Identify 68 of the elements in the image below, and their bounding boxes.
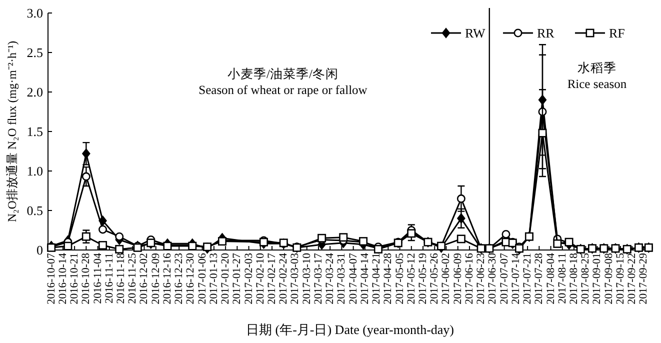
x-tick-label: 2016-10-07 [45, 252, 58, 304]
annotation: 小麦季/油菜季/冬闲 [228, 67, 338, 81]
x-tick-label: 2017-08-18 [568, 252, 580, 304]
x-tick-label: 2017-08-04 [544, 252, 557, 304]
x-tick-label: 2017-08-25 [580, 252, 592, 304]
x-tick-label: 2017-02-17 [266, 252, 278, 304]
x-tick-label: 2017-09-08 [602, 252, 615, 304]
x-tick-label: 2017-03-10 [300, 252, 313, 304]
x-tick-label: 2017-07-14 [510, 252, 522, 304]
x-tick-label: 2017-01-06 [196, 252, 208, 304]
x-tick-label: 2016-10-21 [68, 253, 81, 304]
y-axis-title: N₂O排放通量 N₂O flux (mg·m⁻²·h⁻¹) [5, 40, 19, 222]
legend-label: RR [537, 26, 555, 40]
x-tick-label: 2017-02-10 [254, 252, 266, 304]
x-tick-label: 2016-12-02 [138, 253, 150, 304]
x-tick-label: 2016-10-28 [80, 252, 92, 304]
x-tick-label: 2016-12-30 [184, 252, 197, 304]
x-tick-label: 2017-01-27 [231, 252, 244, 304]
x-tick-label: 2016-11-18 [115, 252, 128, 304]
x-tick-label: 2017-06-23 [475, 252, 488, 304]
y-tick-label: 2.5 [26, 45, 43, 60]
x-tick-label: 2017-03-31 [336, 253, 348, 304]
x-tick-label: 2017-07-28 [533, 252, 546, 304]
legend-label: RF [609, 26, 625, 40]
x-tick-label: 2017-04-21 [370, 253, 383, 304]
x-tick-label: 2017-07-07 [498, 252, 510, 304]
x-tick-label: 2017-01-13 [208, 252, 220, 304]
x-tick-label: 2016-12-09 [150, 252, 162, 304]
x-tick-label: 2016-12-16 [161, 252, 174, 304]
x-tick-label: 2017-07-21 [522, 253, 534, 304]
x-tick-label: 2017-09-15 [614, 252, 626, 304]
annotation: Season of wheat or rape or fallow [198, 83, 368, 97]
x-tick-label: 2017-09-29 [638, 252, 650, 304]
x-tick-label: 2017-06-30 [486, 252, 499, 304]
x-tick-label: 2017-04-14 [358, 252, 371, 304]
x-tick-label: 2016-11-25 [126, 252, 139, 304]
y-tick-label: 3.0 [26, 6, 43, 20]
annotation: Rice season [567, 77, 628, 91]
x-tick-label: 2017-06-16 [463, 252, 476, 304]
x-tick-label: 2017-06-09 [452, 252, 464, 304]
x-tick-label: 2017-03-17 [312, 252, 324, 304]
legend-label: RW [465, 26, 486, 40]
x-tick-label: 2017-01-20 [220, 252, 232, 304]
x-tick-label: 2017-09-22 [626, 253, 638, 304]
x-tick-label: 2017-04-28 [382, 252, 394, 304]
x-tick-label: 2017-03-03 [289, 252, 302, 304]
x-tick-label: 2017-02-03 [242, 252, 255, 304]
x-tick-label: 2017-06-02 [440, 253, 452, 304]
x-tick-label: 2016-11-11 [103, 253, 116, 304]
y-tick-label: 1.5 [26, 124, 43, 139]
x-tick-label: 2017-05-12 [405, 253, 418, 304]
x-tick-label: 2016-11-04 [92, 252, 104, 304]
x-tick-label: 2017-05-26 [428, 252, 441, 304]
y-tick-label: 2.0 [26, 84, 43, 100]
x-axis-title: 日期 (年-月-日) Date (year-month-day) [246, 322, 454, 337]
x-tick-label: 2017-02-24 [278, 252, 290, 304]
x-tick-label: 2016-12-23 [173, 252, 186, 304]
x-tick-label: 2017-05-05 [394, 252, 406, 304]
x-tick-label: 2016-10-14 [56, 252, 69, 304]
x-tick-label: 2017-08-11 [556, 253, 568, 304]
y-tick-label: 0 [36, 242, 43, 258]
y-tick-label: 1.0 [26, 164, 43, 178]
x-tick-label: 2017-09-01 [591, 253, 604, 304]
y-tick-label: 0.5 [26, 203, 43, 218]
x-tick-label: 2017-04-07 [347, 252, 360, 304]
x-tick-label: 2017-05-19 [417, 252, 430, 304]
x-tick-label: 2017-03-24 [324, 252, 336, 304]
annotation: 水稻季 [578, 61, 616, 75]
